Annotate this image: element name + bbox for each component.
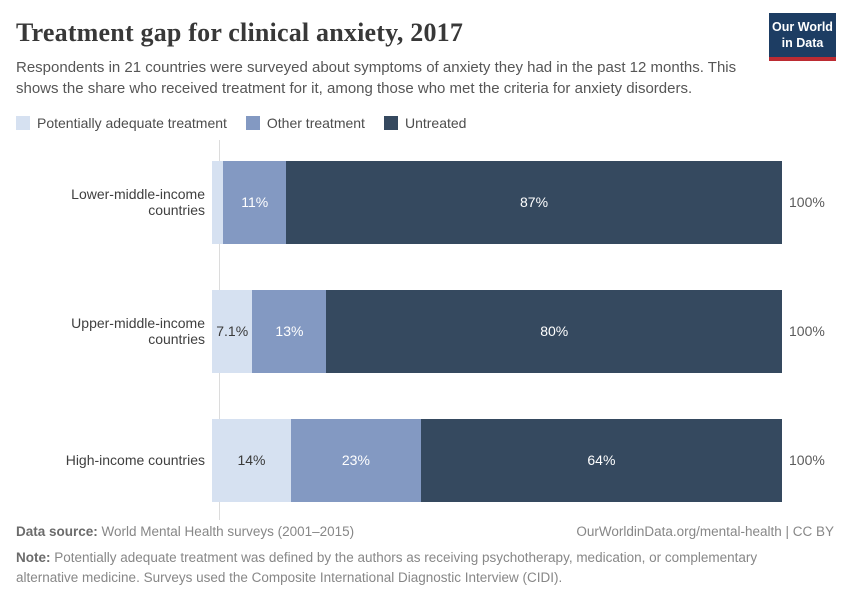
row-label: Upper-middle-income countries xyxy=(71,315,205,348)
legend-label: Potentially adequate treatment xyxy=(37,114,227,131)
footer-note: Note: Potentially adequate treatment was… xyxy=(16,548,812,587)
bar-track: 14% 23% 64% xyxy=(212,418,782,502)
bar-segment-other-treatment[interactable]: 13% xyxy=(252,289,327,373)
page-title: Treatment gap for clinical anxiety, 2017 xyxy=(16,18,464,47)
legend-item-potentially-adequate[interactable]: Potentially adequate treatment xyxy=(16,115,227,131)
data-source: Data source: World Mental Health surveys… xyxy=(16,524,354,539)
legend-item-other-treatment[interactable]: Other treatment xyxy=(245,114,365,131)
bar-segment-value: 13% xyxy=(275,323,304,340)
row-label: Lower-middle-income countries xyxy=(71,186,205,219)
note-label: Note: xyxy=(16,550,51,565)
bar-segment-untreated[interactable]: 64% xyxy=(420,418,782,502)
legend-label: Other treatment xyxy=(266,114,365,131)
legend-swatch-other-treatment xyxy=(245,115,260,130)
bar-segment-untreated[interactable]: 80% xyxy=(326,289,782,373)
owid-url-link[interactable]: OurWorldinData.org/mental-health | CC BY xyxy=(576,524,834,539)
bar-chart: Lower-middle-income countries 11% 87% 10… xyxy=(16,139,834,520)
bar-total-label: 100% xyxy=(789,323,825,340)
bar-segment-value: 11% xyxy=(241,194,269,211)
bar-total-label: 100% xyxy=(789,194,825,211)
bar-segment-other-treatment[interactable]: 23% xyxy=(291,418,421,502)
bar-segment-value: 64% xyxy=(587,452,616,469)
bar-segment-potentially-adequate[interactable]: 14% xyxy=(212,418,292,502)
bar-total-label: 100% xyxy=(789,452,825,469)
bar-segment-value: 14% xyxy=(237,452,266,469)
row-label: High-income countries xyxy=(65,452,205,469)
bar-segment-value: 23% xyxy=(341,452,370,469)
owid-logo[interactable]: Our World in Data xyxy=(769,13,836,62)
bar-segment-untreated[interactable]: 87% xyxy=(286,160,782,244)
bar-segment-value: 80% xyxy=(540,323,569,340)
data-source-text: World Mental Health surveys (2001–2015) xyxy=(97,524,355,539)
legend-swatch-untreated xyxy=(383,115,398,130)
bar-segment-value: 87% xyxy=(520,194,549,211)
chart-footer: Data source: World Mental Health surveys… xyxy=(16,524,834,587)
owid-logo-box: Our World in Data xyxy=(769,13,836,58)
bar-row-high-income: High-income countries 14% 23% 64% 100% xyxy=(16,418,834,502)
data-source-label: Data source: xyxy=(16,524,98,539)
legend-swatch-potentially-adequate xyxy=(16,115,30,130)
bar-track: 11% 87% xyxy=(212,160,782,244)
owid-logo-line2: in Data xyxy=(781,35,824,50)
owid-logo-line1: Our World xyxy=(772,20,833,34)
footer-source-row: Data source: World Mental Health surveys… xyxy=(16,524,834,539)
legend-label: Untreated xyxy=(404,114,467,131)
chart-subtitle: Respondents in 21 countries were surveye… xyxy=(16,59,737,98)
bar-segment-potentially-adequate[interactable]: 7.1% xyxy=(212,289,253,373)
legend: Potentially adequate treatment Other tre… xyxy=(16,115,834,131)
legend-item-untreated[interactable]: Untreated xyxy=(383,114,467,131)
bar-track: 7.1% 13% 80% xyxy=(212,289,782,373)
bar-segment-other-treatment[interactable]: 11% xyxy=(223,160,287,244)
bar-row-lower-middle-income: Lower-middle-income countries 11% 87% 10… xyxy=(16,160,834,244)
note-text: Potentially adequate treatment was defin… xyxy=(16,550,758,585)
bar-segment-value: 7.1% xyxy=(216,323,249,340)
bar-row-upper-middle-income: Upper-middle-income countries 7.1% 13% 8… xyxy=(16,289,834,373)
owid-logo-red-stripe xyxy=(769,57,836,62)
bar-segment-potentially-adequate[interactable] xyxy=(212,160,224,244)
